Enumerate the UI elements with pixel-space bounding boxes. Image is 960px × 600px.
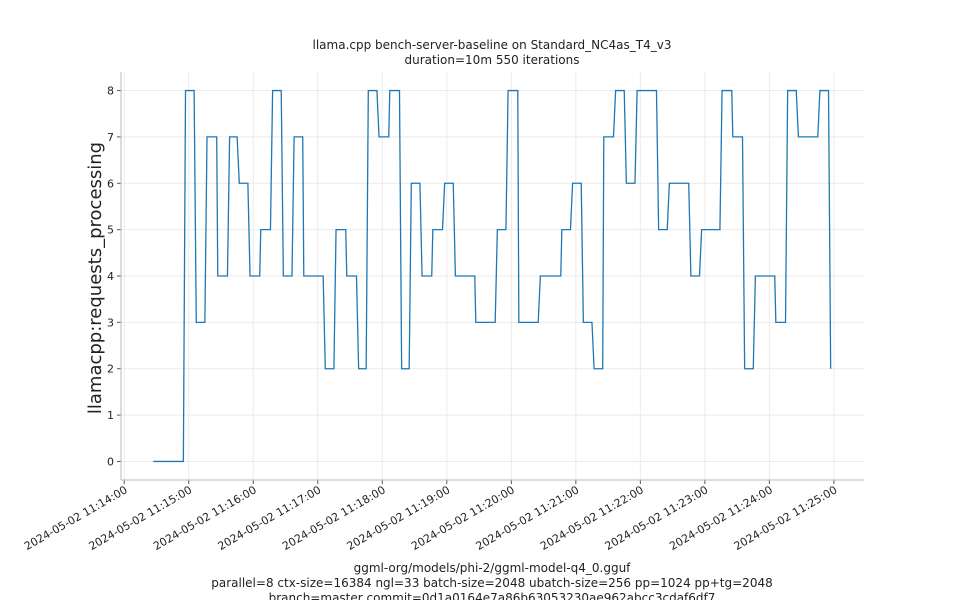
x-tick-label: 2024-05-02 11:25:00: [732, 483, 840, 553]
chart-title: llama.cpp bench-server-baseline on Stand…: [313, 38, 672, 52]
y-tick-label: 8: [107, 85, 114, 98]
x-axis-label: ggml-org/models/phi-2/ggml-model-q4_0.gg…: [354, 561, 632, 575]
y-tick-label: 4: [107, 270, 114, 283]
x-tick-label: 2024-05-02 11:23:00: [603, 483, 711, 553]
data-line: [153, 89, 832, 463]
y-tick-label: 5: [107, 224, 114, 237]
x-tick-label: 2024-05-02 11:21:00: [474, 483, 582, 553]
chart-subtitle: duration=10m 550 iterations: [405, 53, 580, 67]
y-tick-label: 7: [107, 131, 114, 144]
y-tick-label: 6: [107, 177, 114, 190]
y-tick-label: 2: [107, 363, 114, 376]
x-tick-label: 2024-05-02 11:24:00: [667, 483, 775, 553]
x-tick-label: 2024-05-02 11:22:00: [538, 483, 646, 553]
x-tick-label: 2024-05-02 11:19:00: [345, 483, 453, 553]
x-tick-label: 2024-05-02 11:20:00: [409, 483, 517, 553]
x-tick-label: 2024-05-02 11:14:00: [22, 483, 130, 553]
x-axis-label: parallel=8 ctx-size=16384 ngl=33 batch-s…: [211, 576, 772, 590]
x-axis-label: branch=master commit=0d1a0164e7a86b63053…: [269, 591, 716, 600]
x-tick-label: 2024-05-02 11:15:00: [87, 483, 195, 553]
y-axis-label: llamacpp:requests_processing: [85, 142, 106, 414]
y-tick-label: 1: [107, 409, 114, 422]
y-tick-label: 0: [107, 455, 114, 468]
x-tick-label: 2024-05-02 11:17:00: [216, 483, 324, 553]
x-tick-label: 2024-05-02 11:18:00: [280, 483, 388, 553]
x-tick-label: 2024-05-02 11:16:00: [151, 483, 259, 553]
y-tick-label: 3: [107, 316, 114, 329]
